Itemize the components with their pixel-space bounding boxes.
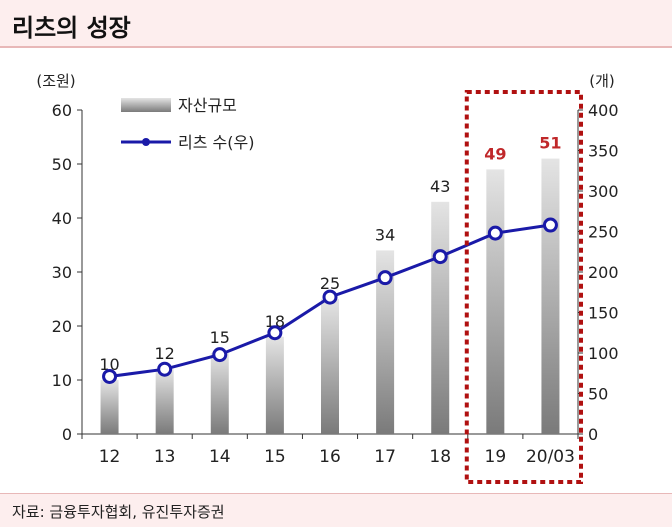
x-tick-label: 14 [209,447,231,467]
right-axis-unit: (개) [589,72,615,90]
source-note: 자료: 금융투자협회, 유진투자증권 [12,503,225,521]
source-bar: 자료: 금융투자협회, 유진투자증권 [0,493,672,527]
bar [210,353,229,434]
x-tick-label: 16 [319,447,341,467]
line-point [432,249,448,265]
x-tick-label: 15 [264,447,286,467]
right-tick-label: 150 [588,304,619,323]
bar-data-label: 15 [210,328,230,347]
line-point [322,289,338,305]
right-tick-label: 400 [588,101,619,120]
chart: (조원) (개) 0 10 20 30 40 50 60 0 50 100 150 200 250 300 35… [36,72,619,484]
left-tick-label: 40 [52,209,72,228]
bar-data-label: 12 [154,344,174,363]
legend-line-marker [142,138,150,146]
bar [321,299,339,434]
line-point [377,270,393,286]
left-tick-label: 20 [52,317,72,336]
x-tick-label: 12 [99,447,121,467]
left-tick-label: 10 [52,371,72,390]
right-tick-label: 200 [588,263,619,282]
bar [155,369,174,434]
x-tick-label: 20/03 [526,447,575,467]
bar-data-label: 10 [99,355,119,374]
chart-title: 리츠의 성장 [12,14,131,42]
bar [541,158,560,434]
right-tick-label: 0 [588,425,598,444]
left-tick-label: 60 [52,101,72,120]
bar [265,336,284,434]
right-tick-label: 250 [588,223,619,242]
right-tick-label: 100 [588,344,619,363]
line-point [487,225,503,241]
legend-line-label: 리츠 수(우) [178,133,254,152]
bar-data-label: 25 [320,274,340,293]
line-point [267,325,283,341]
x-tick-label: 17 [374,447,396,467]
legend-bar-label: 자산규모 [178,96,237,115]
x-tick-label: 18 [429,447,451,467]
bar-data-label: 18 [265,312,285,331]
legend-bar-swatch [121,98,171,112]
line-point [157,361,173,377]
left-tick-label: 30 [52,263,72,282]
highlight-box [464,90,583,484]
bar-data-label: 34 [375,225,395,244]
line-point [212,347,228,363]
left-tick-label: 0 [62,425,72,444]
bar-data-label: 49 [484,144,506,163]
bar-data-label: 43 [430,177,450,196]
bar [431,201,450,434]
right-tick-label: 300 [588,182,619,201]
bar [486,169,505,434]
bar [100,380,119,434]
line-point [542,217,558,233]
right-tick-label: 350 [588,142,619,161]
x-tick-label: 19 [485,447,507,467]
line-point [102,368,118,384]
right-tick-label: 50 [588,385,608,404]
x-tick-label: 13 [154,447,176,467]
left-tick-label: 50 [52,155,72,174]
bar [376,250,395,434]
title-bar: 리츠의 성장 [0,0,672,48]
left-axis-unit: (조원) [36,72,75,90]
bar-data-label: 51 [539,134,561,153]
